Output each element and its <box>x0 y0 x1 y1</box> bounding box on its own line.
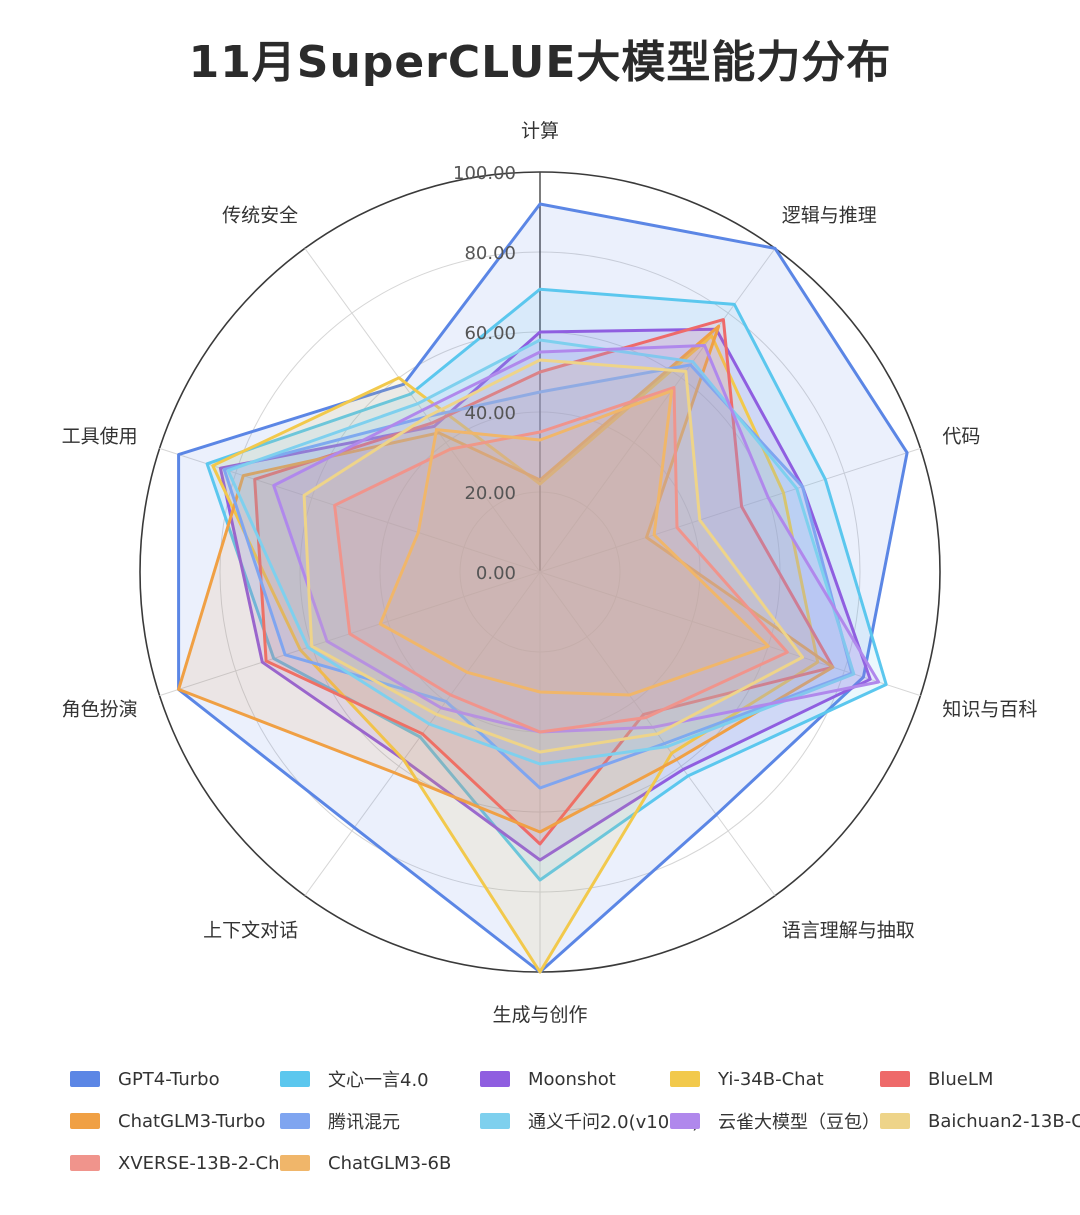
series-7 <box>226 338 856 766</box>
legend-swatch <box>280 1113 310 1129</box>
axis-label: 逻辑与推理 <box>782 204 877 226</box>
tick-label: 60.00 <box>464 323 516 344</box>
legend-item: 云雀大模型（豆包） <box>670 1104 880 1138</box>
axis-label: 传统安全 <box>222 204 298 226</box>
legend-item: Yi-34B-Chat <box>670 1062 824 1096</box>
legend-item: ChatGLM3-Turbo <box>70 1104 265 1138</box>
legend-label: 腾讯混元 <box>328 1112 400 1133</box>
legend-label: 文心一言4.0 <box>328 1070 429 1091</box>
axis-label: 工具使用 <box>62 425 138 447</box>
legend-swatch <box>70 1155 100 1171</box>
legend-swatch <box>280 1071 310 1087</box>
series-11 <box>378 389 770 697</box>
legend-label: ChatGLM3-6B <box>328 1152 452 1174</box>
series-9 <box>302 358 804 754</box>
legend-swatch <box>670 1071 700 1087</box>
axis-label: 生成与创作 <box>492 1004 587 1026</box>
legend-item: Baichuan2-13B-Chat <box>880 1104 1080 1138</box>
tick-label: 40.00 <box>464 403 516 424</box>
axis-label: 上下文对话 <box>203 920 298 942</box>
legend-item: 腾讯混元 <box>280 1104 400 1138</box>
legend-swatch <box>880 1113 910 1129</box>
legend-item: GPT4-Turbo <box>70 1062 220 1096</box>
axis-label: 知识与百科 <box>942 699 1037 721</box>
legend-label: Yi-34B-Chat <box>718 1068 824 1090</box>
legend-label: ChatGLM3-Turbo <box>118 1110 266 1132</box>
legend-item: Moonshot <box>480 1062 616 1096</box>
axis-label: 计算 <box>521 120 559 142</box>
legend-label: 云雀大模型（豆包） <box>718 1112 880 1133</box>
legend-label: GPT4-Turbo <box>118 1068 220 1090</box>
legend-swatch <box>70 1113 100 1129</box>
legend-swatch <box>280 1155 310 1171</box>
legend-item: 通义千问2.0(v1030) <box>480 1104 699 1138</box>
legend-label: Moonshot <box>528 1068 616 1090</box>
axis-spoke <box>539 447 921 573</box>
legend-item: 文心一言4.0 <box>280 1062 429 1096</box>
radar-tick-labels: 0.00 20.00 40.00 60.00 80.00 100.00 <box>453 163 516 584</box>
legend-label: Baichuan2-13B-Chat <box>928 1110 1080 1132</box>
axis-label: 语言理解与抽取 <box>782 920 915 942</box>
axis-label: 代码 <box>942 425 980 447</box>
series-10 <box>333 386 789 734</box>
legend-item: BlueLM <box>880 1062 993 1096</box>
radar-series <box>177 202 909 974</box>
legend-label: BlueLM <box>928 1068 994 1090</box>
tick-label: 0.00 <box>476 563 516 584</box>
legend-label: XVERSE-13B-2-Chat <box>118 1152 298 1174</box>
legend-swatch <box>880 1071 910 1087</box>
legend-swatch <box>480 1113 510 1129</box>
legend-item: XVERSE-13B-2-Chat <box>70 1146 298 1180</box>
axis-label: 角色扮演 <box>62 699 138 721</box>
chart-title: 11月SuperCLUE大模型能力分布 <box>188 37 892 88</box>
tick-label: 80.00 <box>464 243 516 264</box>
legend-swatch <box>70 1071 100 1087</box>
axis-spoke <box>539 248 776 573</box>
tick-label: 100.00 <box>453 163 516 184</box>
axis-spoke <box>539 571 921 697</box>
legend-label: 通义千问2.0(v1030) <box>528 1112 700 1133</box>
legend-item: ChatGLM3-6B <box>280 1146 451 1180</box>
legend-swatch <box>670 1113 700 1129</box>
legend-swatch <box>480 1071 510 1087</box>
tick-label: 20.00 <box>464 483 516 504</box>
